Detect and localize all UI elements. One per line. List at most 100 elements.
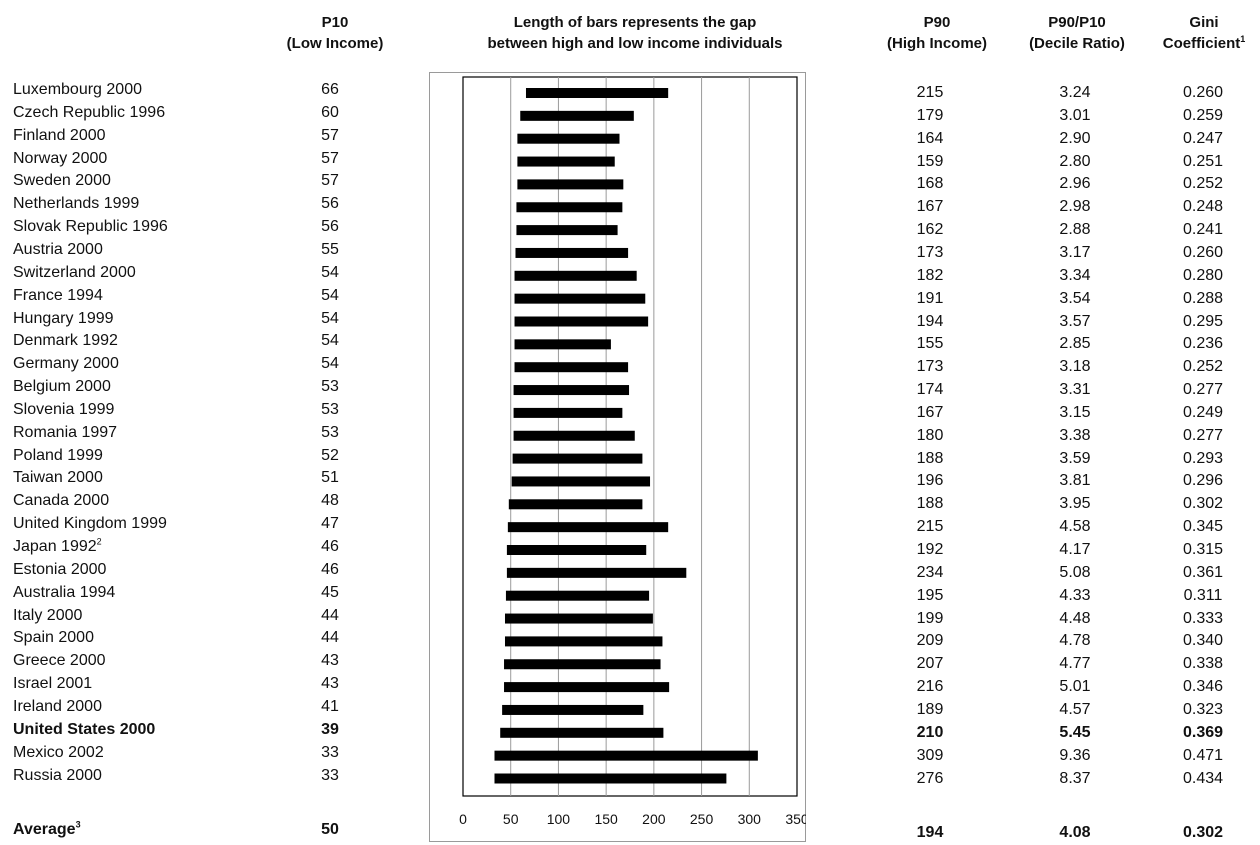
gini-value: 0.251: [1182, 152, 1224, 170]
country-label: Israel 2001: [13, 674, 92, 694]
p90-value: 180: [916, 426, 944, 444]
gini-header-line2: Coefficient1: [1150, 33, 1258, 54]
country-name: Taiwan 2000: [13, 469, 103, 487]
gap-bar: [516, 225, 618, 236]
x-tick-label: 250: [690, 811, 714, 827]
gini-value: 0.249: [1182, 403, 1224, 421]
gini-value: 0.236: [1182, 335, 1224, 353]
country-label: Taiwan 2000: [13, 468, 103, 488]
gini-value: 0.302: [1182, 824, 1224, 841]
gap-bar: [513, 385, 630, 396]
ratio-value: 3.81: [1059, 472, 1091, 490]
gini-value: 0.260: [1182, 84, 1224, 101]
x-tick-label: 300: [738, 811, 762, 827]
country-name: Slovak Republic 1996: [13, 218, 168, 236]
ratio-value: 3.18: [1059, 358, 1091, 376]
gini-value: 0.241: [1182, 221, 1224, 239]
chart-header-line2: between high and low income individuals: [487, 35, 783, 52]
ratio-value: 4.08: [1059, 824, 1091, 841]
p10-value: 33: [321, 766, 339, 784]
country-label: Norway 2000: [13, 149, 107, 169]
p90-value: 164: [916, 129, 944, 147]
country-label: Ireland 2000: [13, 697, 102, 717]
gini-header-text: Coefficient: [1162, 35, 1241, 52]
gap-bar: [505, 590, 650, 601]
ratio-value: 3.17: [1059, 243, 1091, 261]
country-name: Greece 2000: [13, 652, 106, 670]
gap-bar: [516, 202, 623, 213]
p10-value: 41: [321, 697, 339, 715]
ratio-value: 3.38: [1059, 426, 1091, 444]
country-name: Norway 2000: [13, 149, 108, 167]
p90-value: 216: [916, 678, 944, 696]
country-label: Poland 1999: [13, 446, 103, 466]
p90-value: 196: [916, 472, 944, 490]
gini-value: 0.248: [1182, 198, 1224, 216]
p10-header-line2: (Low Income): [286, 35, 384, 52]
p90-value: 162: [916, 221, 944, 239]
country-name: Spain 2000: [13, 629, 94, 647]
country-name: Italy 2000: [13, 606, 83, 624]
gap-bar: [504, 659, 661, 670]
country-name: Hungary 1999: [13, 309, 114, 327]
p90-value: 188: [916, 449, 944, 467]
gap-bar: [520, 110, 634, 121]
x-tick-label: 50: [503, 811, 519, 827]
gap-bar: [504, 636, 663, 647]
country-name: Luxembourg 2000: [13, 81, 142, 98]
gap-bar: [511, 476, 651, 487]
p90-value: 234: [916, 563, 944, 581]
p10-value: 45: [321, 583, 339, 601]
country-label: Czech Republic 1996: [13, 103, 165, 123]
p10-value: 46: [321, 538, 339, 555]
p90-value: 173: [916, 243, 944, 261]
p10-header-line1: P10: [321, 14, 349, 31]
gap-bar: [494, 773, 727, 784]
p10-value: 53: [321, 423, 339, 441]
p10-value: 39: [321, 720, 339, 738]
country-label: Belgium 2000: [13, 377, 111, 397]
gini-value: 0.315: [1182, 541, 1224, 558]
p10-value: 56: [321, 218, 339, 236]
p10-value: 47: [321, 515, 339, 533]
ratio-value: 3.24: [1059, 84, 1091, 101]
x-tick-label: 200: [642, 811, 666, 827]
country-label: Estonia 2000: [13, 560, 106, 580]
country-label: Mexico 2002: [13, 743, 104, 763]
country-name: Canada 2000: [13, 492, 110, 510]
p10-value: 44: [321, 606, 339, 624]
p90-value: 167: [916, 198, 944, 216]
ratio-value: 3.01: [1059, 106, 1091, 124]
gap-bar: [515, 247, 629, 258]
ratio-value: 5.01: [1059, 678, 1091, 696]
country-name: Slovenia 1999: [13, 400, 115, 418]
p90-value: 168: [916, 175, 944, 193]
gini-footnote-marker: 1: [1240, 34, 1246, 44]
country-label: Australia 1994: [13, 583, 115, 603]
footnote-marker: 2: [96, 536, 102, 547]
chart-header-line1: Length of bars represents the gap: [513, 14, 757, 31]
country-name: United Kingdom 1999: [13, 515, 167, 533]
p10-value: 66: [321, 81, 339, 98]
p10-header: P10 (Low Income): [270, 12, 400, 54]
plot-area: [462, 76, 798, 797]
ratio-value: 9.36: [1059, 746, 1091, 764]
country-label: United States 2000: [13, 720, 155, 740]
gini-value: 0.252: [1182, 358, 1224, 376]
x-tick-label: 0: [459, 811, 467, 827]
p90-value: 174: [916, 381, 944, 399]
p10-value: 43: [321, 652, 339, 670]
gini-value: 0.280: [1182, 266, 1224, 284]
p90-value: 215: [916, 84, 944, 101]
gap-bar: [506, 567, 687, 578]
ratio-header-line2: (Decile Ratio): [1029, 35, 1125, 52]
gini-value: 0.345: [1182, 518, 1224, 536]
gap-bar: [517, 156, 615, 167]
gini-value: 0.295: [1182, 312, 1224, 330]
ratio-value: 2.80: [1059, 152, 1091, 170]
country-label: France 1994: [13, 286, 103, 306]
gini-value: 0.333: [1182, 609, 1224, 627]
gap-bar: [502, 704, 644, 715]
country-name: Mexico 2002: [13, 743, 104, 761]
p90-value: 309: [916, 746, 944, 764]
